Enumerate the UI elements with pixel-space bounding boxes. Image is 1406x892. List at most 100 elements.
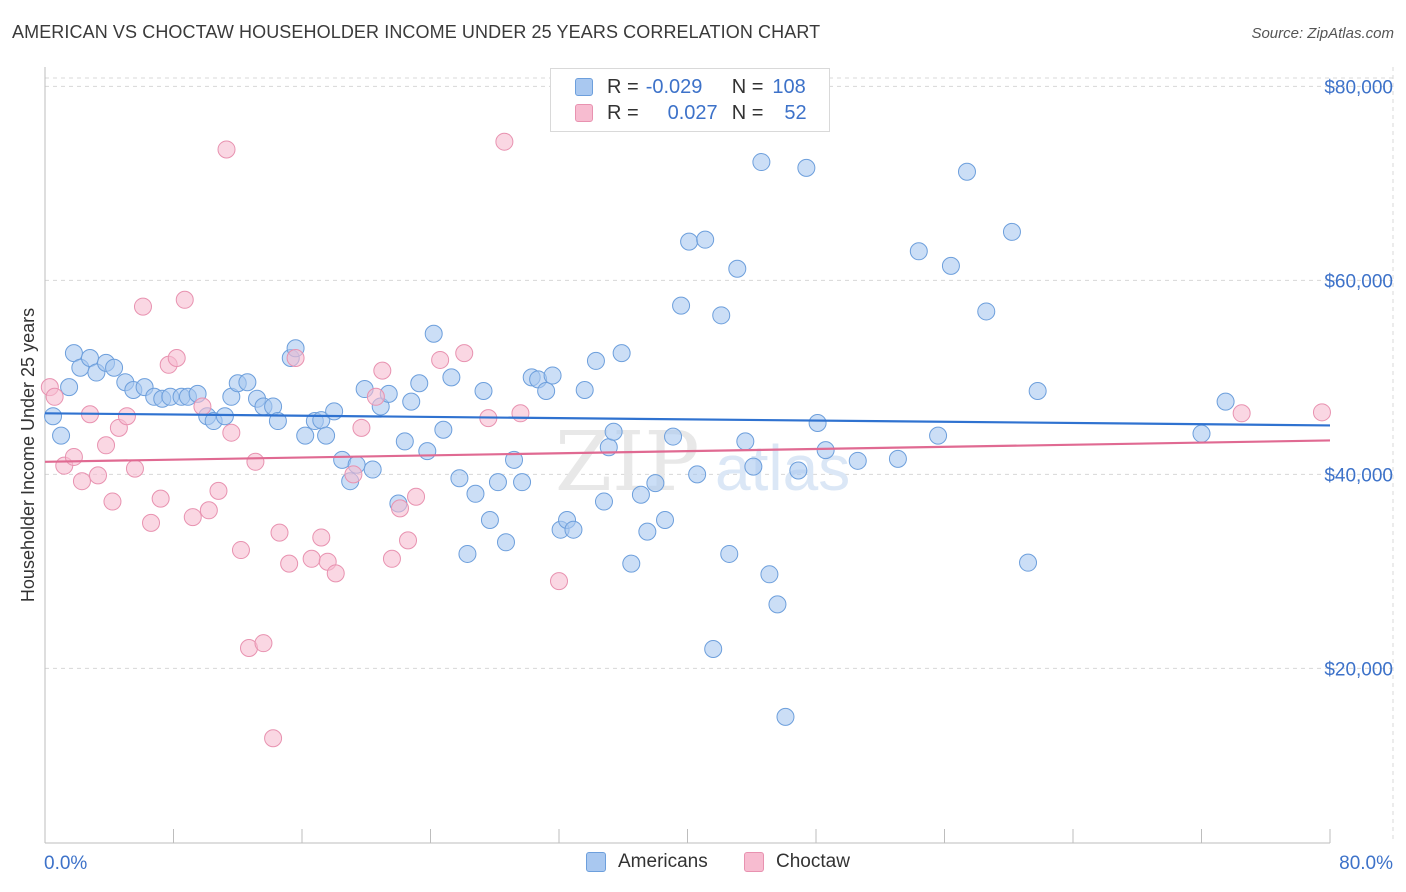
- americans-point: [1216, 392, 1235, 411]
- choctaw-point: [222, 423, 241, 442]
- americans-point: [60, 378, 79, 397]
- americans-point: [789, 461, 808, 480]
- choctaw-point: [133, 297, 152, 316]
- choctaw-point: [151, 489, 170, 508]
- americans-point: [505, 450, 524, 469]
- y-tick-label: $80,000: [1324, 77, 1393, 98]
- choctaw-point: [217, 140, 236, 159]
- americans-r-label: R =: [607, 75, 639, 98]
- choctaw-n-label: N =: [731, 101, 764, 124]
- americans-point: [458, 544, 477, 563]
- choctaw-point: [286, 349, 305, 367]
- choctaw-point: [117, 407, 136, 426]
- y-axis-label: Householder Income Under 25 years: [18, 308, 38, 602]
- americans-point: [1019, 553, 1038, 572]
- americans-point: [768, 595, 787, 614]
- grid-lines: [45, 67, 1394, 843]
- americans-point: [776, 707, 795, 726]
- legend-item-americans[interactable]: Americans: [586, 851, 708, 873]
- americans-r-value: -0.029: [645, 75, 703, 98]
- choctaw-swatch: [575, 104, 593, 122]
- choctaw-point: [302, 549, 321, 568]
- americans-point: [268, 412, 287, 431]
- americans-legend-swatch: [586, 852, 606, 872]
- americans-point: [728, 259, 747, 278]
- americans-point: [564, 520, 583, 539]
- americans-point: [656, 510, 675, 529]
- choctaw-point: [1312, 403, 1331, 422]
- americans-point: [215, 407, 234, 426]
- americans-point: [488, 473, 507, 492]
- choctaw-point: [64, 447, 83, 466]
- americans-point: [622, 554, 641, 573]
- choctaw-point: [193, 397, 212, 416]
- americans-point: [909, 242, 928, 261]
- choctaw-point: [511, 404, 530, 423]
- americans-point: [325, 402, 344, 421]
- choctaw-point: [407, 487, 426, 506]
- americans-point: [680, 232, 699, 251]
- legend-item-choctaw[interactable]: Choctaw: [744, 851, 850, 873]
- americans-point: [941, 256, 960, 275]
- americans-point: [672, 296, 691, 315]
- legend-row-choctaw: R = 0.027 N = 52: [575, 100, 807, 126]
- choctaw-n-value: 52: [784, 101, 807, 124]
- americans-point: [496, 533, 515, 552]
- x-tick-label: 80.0%: [1339, 853, 1393, 874]
- americans-point: [410, 374, 429, 393]
- americans-point: [696, 230, 715, 249]
- americans-point: [418, 442, 437, 461]
- americans-point: [888, 449, 907, 468]
- americans-point: [466, 484, 485, 503]
- choctaw-point: [1232, 404, 1251, 423]
- americans-trend-line: [44, 412, 1331, 427]
- choctaw-trend-line: [44, 439, 1331, 463]
- choctaw-point: [373, 361, 392, 380]
- americans-point: [424, 324, 443, 343]
- data-points: [40, 132, 1331, 748]
- americans-point: [434, 420, 453, 439]
- legend-row-americans: R = -0.029 N = 108: [575, 74, 806, 100]
- choctaw-point: [183, 508, 202, 527]
- y-tick-label: $60,000: [1324, 271, 1393, 292]
- choctaw-point: [312, 528, 331, 547]
- americans-legend-label: Americans: [618, 851, 708, 872]
- x-tick-label: 0.0%: [44, 853, 87, 874]
- americans-point: [317, 426, 336, 445]
- americans-point: [744, 457, 763, 476]
- americans-point: [575, 381, 594, 400]
- choctaw-point: [326, 564, 345, 583]
- americans-point: [44, 407, 63, 426]
- americans-point: [474, 381, 493, 400]
- americans-point: [586, 351, 605, 370]
- americans-point: [752, 153, 771, 172]
- americans-point: [52, 426, 71, 445]
- americans-point: [848, 451, 867, 470]
- americans-point: [594, 492, 613, 511]
- choctaw-point: [431, 350, 450, 369]
- choctaw-point: [390, 499, 409, 518]
- choctaw-point: [550, 572, 568, 591]
- americans-point: [929, 426, 948, 445]
- americans-point: [543, 366, 562, 385]
- choctaw-point: [125, 459, 144, 478]
- trend-lines: [44, 412, 1331, 463]
- choctaw-r-value: 0.027: [667, 101, 718, 124]
- choctaw-point: [199, 501, 218, 520]
- americans-n-label: N =: [731, 75, 764, 98]
- americans-point: [395, 432, 414, 451]
- americans-n-value: 108: [772, 75, 806, 98]
- correlation-legend: R = -0.029 N = 108 R = 0.027 N = 52: [550, 68, 830, 132]
- americans-point: [604, 422, 623, 441]
- americans-point: [957, 162, 976, 181]
- choctaw-point: [45, 387, 64, 406]
- americans-point: [688, 465, 707, 484]
- americans-point: [797, 158, 816, 177]
- americans-point: [638, 522, 657, 541]
- series-legend: Americans Choctaw: [0, 851, 1406, 877]
- americans-point: [450, 469, 469, 488]
- americans-point: [537, 381, 556, 400]
- americans-point: [720, 544, 739, 563]
- americans-point: [816, 441, 835, 460]
